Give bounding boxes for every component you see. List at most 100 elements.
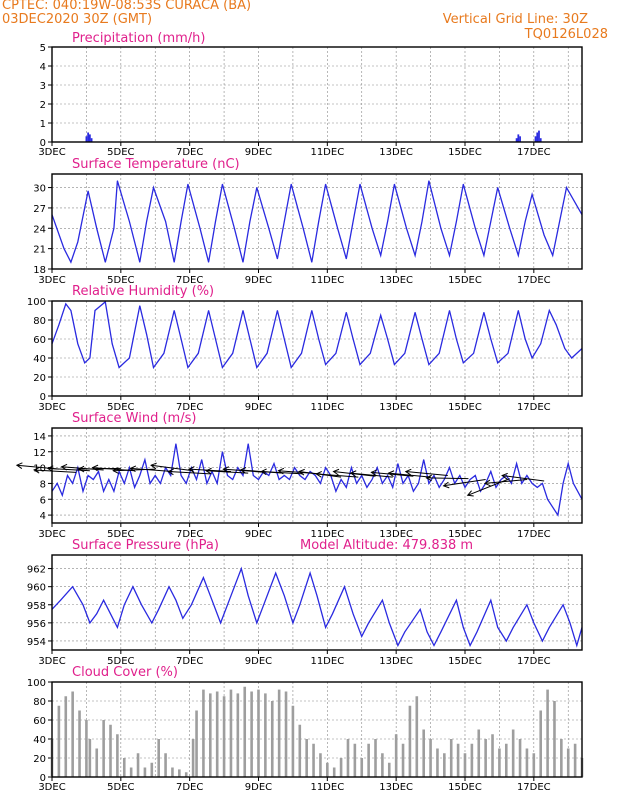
data-point	[426, 631, 428, 633]
x-tick-label: 9DEC	[245, 402, 272, 413]
data-point	[141, 604, 142, 606]
data-point	[268, 475, 270, 476]
data-point	[173, 261, 175, 263]
x-tick-label: 13DEC	[379, 147, 413, 158]
data-point	[359, 183, 361, 185]
data-point	[318, 221, 320, 222]
data-point	[96, 227, 98, 229]
data-point	[283, 595, 285, 597]
x-tick-label: 11DEC	[310, 275, 344, 286]
cloud-bar	[539, 710, 543, 777]
data-point	[332, 613, 333, 615]
wind-arrow-head	[260, 468, 267, 476]
data-point	[495, 486, 497, 488]
precip-bar	[519, 136, 521, 142]
y-tick-label: 954	[27, 637, 46, 648]
wind-arrow-head	[277, 467, 285, 475]
data-point	[249, 221, 251, 222]
data-point	[221, 183, 223, 185]
data-point	[371, 479, 373, 480]
y-tick-label: 20	[33, 373, 46, 384]
data-point	[392, 486, 394, 488]
data-point	[153, 367, 154, 368]
x-tick-label: 7DEC	[176, 782, 203, 793]
cloud-bar	[64, 696, 68, 777]
data-point	[455, 338, 457, 340]
data-point	[104, 261, 106, 263]
data-point	[129, 357, 130, 359]
x-tick-label: 9DEC	[245, 147, 272, 158]
wind-arrow-head	[239, 467, 247, 474]
data-point	[462, 183, 464, 185]
cloud-bar	[312, 743, 315, 777]
wind-arrow	[426, 477, 469, 480]
data-point	[421, 338, 423, 340]
cloud-bar	[449, 739, 453, 777]
panel-frame-wind	[51, 427, 583, 524]
cloud-bar	[222, 696, 226, 777]
panel-frame-temp	[51, 173, 583, 270]
data-point	[480, 490, 481, 492]
wind-arrow-head	[187, 466, 195, 473]
x-tick-label: 3DEC	[38, 275, 65, 286]
wind-arrow-head	[425, 474, 432, 482]
cloud-bar	[191, 739, 195, 777]
x-tick-label: 13DEC	[379, 275, 413, 286]
data-point	[443, 479, 445, 480]
data-point	[507, 352, 509, 354]
data-point	[387, 475, 388, 476]
wind-arrow-head	[60, 463, 68, 471]
cloud-bar	[456, 743, 460, 777]
x-tick-label: 11DEC	[310, 782, 344, 793]
data-point	[366, 486, 368, 488]
data-point	[428, 364, 430, 366]
data-point	[139, 475, 141, 476]
x-tick-label: 15DEC	[448, 782, 482, 793]
precip-bar	[536, 132, 539, 142]
data-point	[438, 486, 440, 488]
panel-frame-rh	[51, 300, 583, 397]
y-tick-label: 3	[40, 81, 46, 92]
data-point	[345, 486, 347, 488]
data-point	[351, 467, 352, 468]
data-point	[77, 241, 79, 243]
data-point	[352, 221, 354, 222]
data-point	[299, 475, 301, 476]
data-point	[483, 312, 485, 313]
cloud-bar	[422, 729, 425, 777]
wind-arrow	[34, 469, 77, 473]
data-point	[111, 343, 113, 345]
cloud-bar	[573, 743, 577, 777]
cloud-bar	[85, 720, 88, 777]
data-point	[89, 357, 91, 359]
data-point	[201, 459, 203, 461]
data-point	[335, 352, 337, 354]
data-point	[283, 475, 285, 476]
cloud-bar	[553, 701, 556, 777]
cloud-bar	[367, 743, 370, 777]
wind-arrow	[78, 467, 121, 470]
data-point	[449, 255, 450, 256]
x-tick-label: 13DEC	[379, 402, 413, 413]
data-point	[572, 483, 574, 484]
data-point	[524, 338, 526, 340]
cloud-bar	[408, 705, 412, 777]
data-point	[256, 367, 258, 368]
cloud-bar	[102, 720, 105, 777]
wind-arrow-head	[167, 468, 174, 476]
cloud-bar	[116, 734, 119, 777]
panel-frame-precip	[51, 46, 583, 143]
x-tick-label: 17DEC	[517, 402, 551, 413]
cloud-bar	[443, 753, 446, 777]
data-point	[118, 471, 120, 472]
x-tick-label: 7DEC	[176, 402, 203, 413]
data-point	[160, 483, 161, 484]
y-tick-label: 27	[33, 204, 46, 215]
cloud-bar	[88, 739, 92, 777]
cloud-bar	[484, 739, 487, 777]
data-point	[232, 352, 234, 354]
cloud-bar	[477, 729, 481, 777]
precip-bar	[534, 136, 537, 142]
panel-title-pres: Surface Pressure (hPa)	[72, 538, 219, 553]
data-point	[438, 352, 440, 354]
